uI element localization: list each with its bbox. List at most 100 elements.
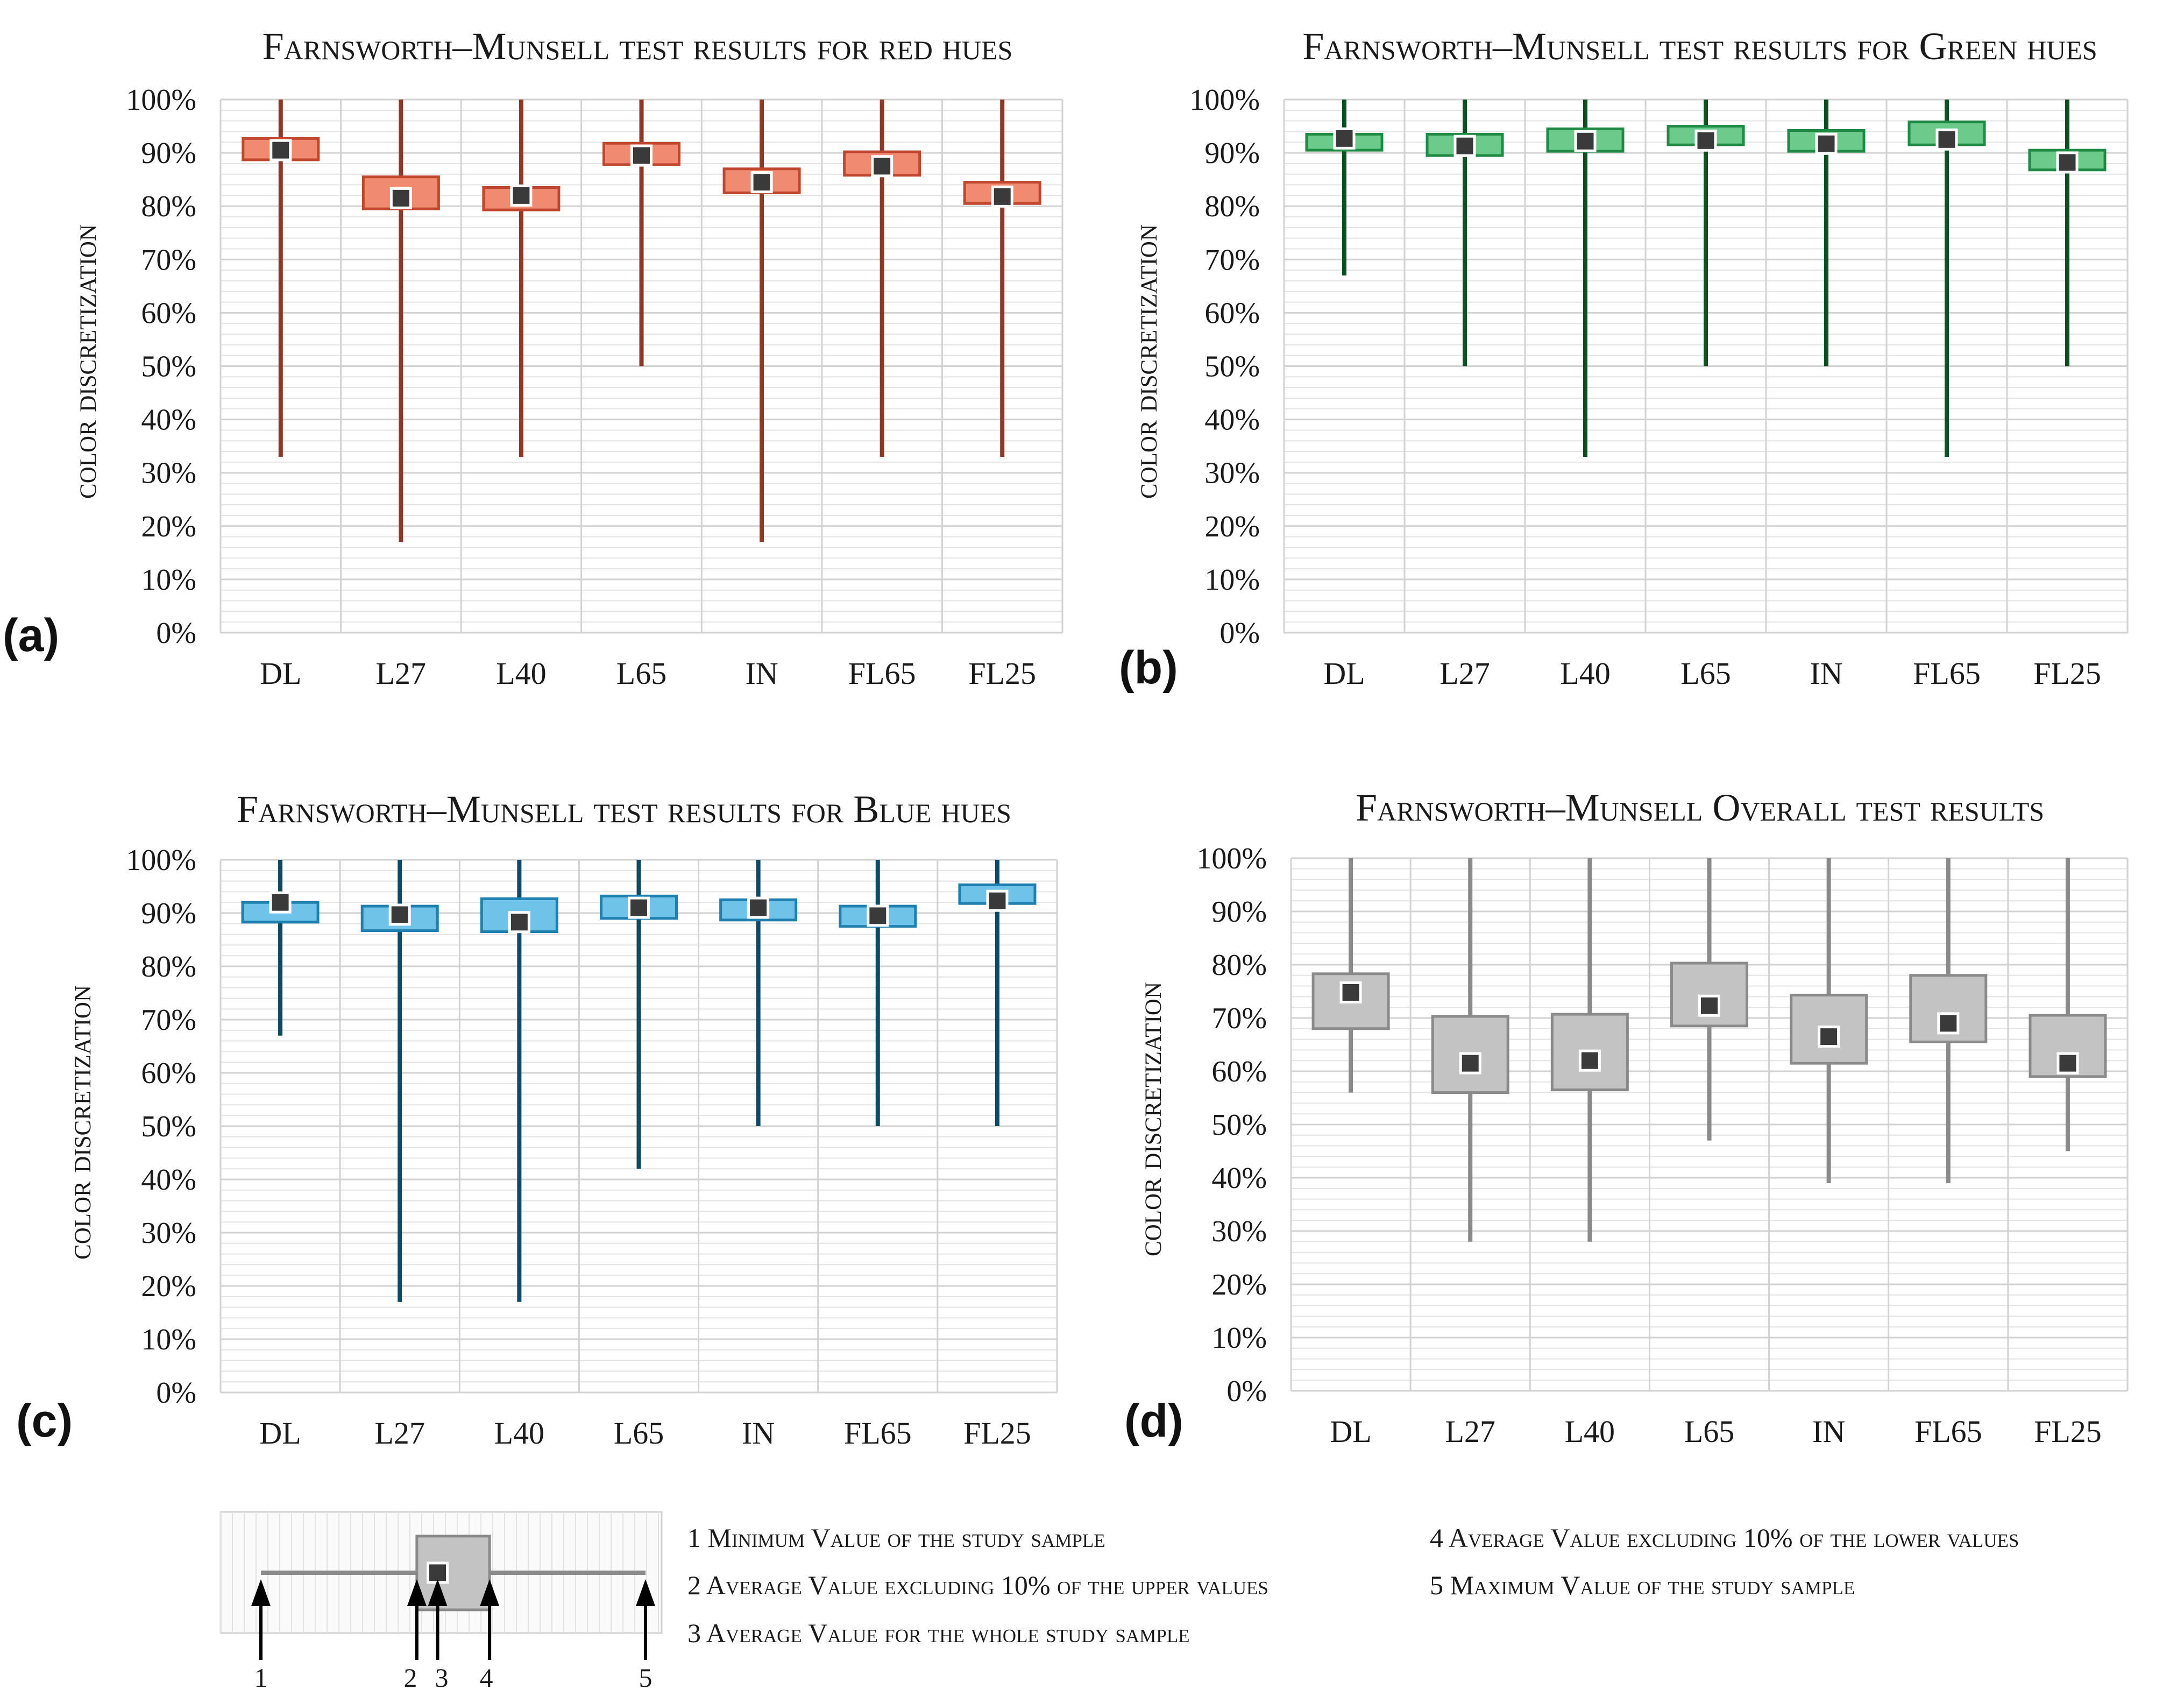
y-tick-label: 20% (1211, 1268, 1267, 1302)
legend-number-2: 2 (404, 1663, 417, 1693)
legend-example-boxplot (219, 1511, 663, 1660)
y-tick-label: 50% (1204, 350, 1260, 384)
mean-marker (986, 889, 1009, 912)
y-tick-label: 70% (141, 1003, 196, 1037)
legend-item-1: 1 Minimum Value of the study sample (687, 1523, 1105, 1553)
x-tick-label: L27 (1440, 656, 1490, 691)
y-tick-label: 90% (1211, 895, 1267, 929)
chart-title: Farnsworth–Munsell test results for Blue… (237, 788, 1011, 831)
legend-arrowhead (636, 1579, 655, 1606)
x-tick-label: DL (1323, 656, 1365, 691)
mean-marker (867, 904, 889, 927)
y-tick-label: 60% (1204, 296, 1260, 330)
x-tick-label: FL65 (1914, 1414, 1982, 1449)
mean-marker (1698, 994, 1720, 1017)
y-axis-label: color discretization (1132, 982, 1168, 1256)
y-tick-label: 30% (1211, 1215, 1267, 1248)
mean-marker (1578, 1049, 1601, 1072)
legend-item-2: 2 Average Value excluding 10% of the upp… (687, 1570, 1268, 1600)
x-tick-label: FL25 (2033, 656, 2101, 691)
mean-marker (388, 903, 411, 926)
y-tick-label: 50% (141, 1110, 196, 1143)
y-tick-label: 70% (1204, 243, 1260, 277)
x-tick-label: L40 (1565, 1414, 1615, 1449)
y-tick-label: 60% (1211, 1055, 1267, 1088)
x-tick-label: DL (259, 1416, 301, 1451)
y-axis-label: color discretization (1128, 224, 1164, 499)
x-tick-label: FL65 (1913, 656, 1981, 691)
y-axis-label: color discretization (67, 224, 103, 499)
x-tick-label: L27 (376, 656, 426, 691)
legend-arrowhead (480, 1579, 500, 1606)
chart-blue-hues: Farnsworth–Munsell test results for Blue… (16, 788, 1058, 1451)
x-tick-label: L65 (614, 1416, 664, 1451)
x-tick-label: IN (1812, 1414, 1845, 1449)
y-tick-label: 0% (1226, 1375, 1267, 1408)
legend-number-3: 3 (435, 1663, 449, 1693)
mean-marker (991, 185, 1013, 208)
legend: 1 2 3 4 5 1 Minimum Value of the study s… (219, 1511, 2019, 1693)
y-tick-label: 70% (1211, 1002, 1267, 1035)
y-tick-label: 70% (141, 243, 196, 277)
mean-marker (1818, 1026, 1840, 1048)
y-tick-label: 50% (1211, 1108, 1267, 1142)
y-tick-label: 20% (141, 510, 196, 543)
y-tick-label: 80% (141, 950, 196, 984)
mean-marker (269, 891, 292, 914)
y-tick-label: 10% (141, 563, 196, 597)
y-tick-label: 0% (156, 617, 196, 650)
mean-marker (2056, 151, 2079, 174)
y-tick-label: 0% (156, 1376, 196, 1410)
panel-label: (a) (3, 610, 59, 661)
x-tick-label: L65 (1680, 656, 1731, 691)
y-tick-label: 100% (126, 844, 196, 877)
x-tick-label: DL (1330, 1414, 1371, 1449)
y-tick-label: 20% (1204, 510, 1260, 543)
chart-green-hues: Farnsworth–Munsell test results for Gree… (1119, 25, 2129, 694)
y-tick-label: 100% (1189, 83, 1260, 117)
x-tick-label: FL25 (2034, 1414, 2102, 1449)
legend-number-4: 4 (480, 1663, 493, 1693)
legend-arrowhead (251, 1579, 271, 1606)
panel-label: (b) (1119, 642, 1178, 694)
legend-number-5: 5 (639, 1663, 653, 1693)
y-tick-label: 40% (141, 404, 196, 437)
y-tick-label: 30% (141, 1217, 196, 1250)
y-tick-label: 10% (141, 1323, 196, 1356)
chart-red-hues: Farnsworth–Munsell test results for red … (3, 25, 1063, 691)
mean-marker (630, 144, 653, 167)
mean-marker (1694, 129, 1717, 152)
chart-title: Farnsworth–Munsell test results for red … (263, 25, 1013, 68)
y-axis-label: color discretization (61, 985, 98, 1260)
mean-marker (508, 911, 530, 934)
mean-marker (1937, 1012, 1960, 1035)
x-tick-label: L40 (1560, 656, 1610, 691)
mean-marker (510, 184, 533, 207)
legend-item-5: 5 Maximum Value of the study sample (1430, 1570, 1855, 1600)
mean-marker (2057, 1052, 2079, 1074)
y-tick-label: 100% (1196, 842, 1267, 875)
mean-marker (1815, 132, 1838, 155)
legend-number-1: 1 (254, 1663, 268, 1693)
legend-arrowhead (407, 1579, 427, 1606)
x-tick-label: FL25 (968, 656, 1036, 691)
y-tick-label: 90% (141, 137, 196, 170)
x-tick-label: DL (260, 656, 301, 691)
x-tick-label: L40 (494, 1416, 544, 1451)
x-tick-label: L27 (1445, 1414, 1495, 1449)
x-tick-label: FL65 (844, 1416, 912, 1451)
mean-marker (1935, 128, 1958, 151)
y-tick-label: 60% (141, 1057, 196, 1090)
y-tick-label: 10% (1204, 563, 1260, 597)
y-tick-label: 80% (1211, 949, 1267, 982)
mean-marker (270, 139, 292, 161)
x-tick-label: IN (1810, 656, 1842, 691)
y-tick-label: 100% (126, 83, 196, 117)
mean-marker (628, 896, 650, 919)
plot-area: 0% 10% 20% 30% 40% 50% 60% 70% 80% 90% 100% DL L27 L4… (126, 83, 1063, 691)
x-tick-label: L27 (374, 1416, 424, 1451)
legend-item-4: 4 Average Value excluding 10% of the low… (1430, 1523, 2019, 1553)
plot-area: 0% 10% 20% 30% 40% 50% 60% 70% 80% 90% 100% DL L27 L4… (1189, 83, 2129, 691)
y-tick-label: 40% (1204, 404, 1260, 437)
